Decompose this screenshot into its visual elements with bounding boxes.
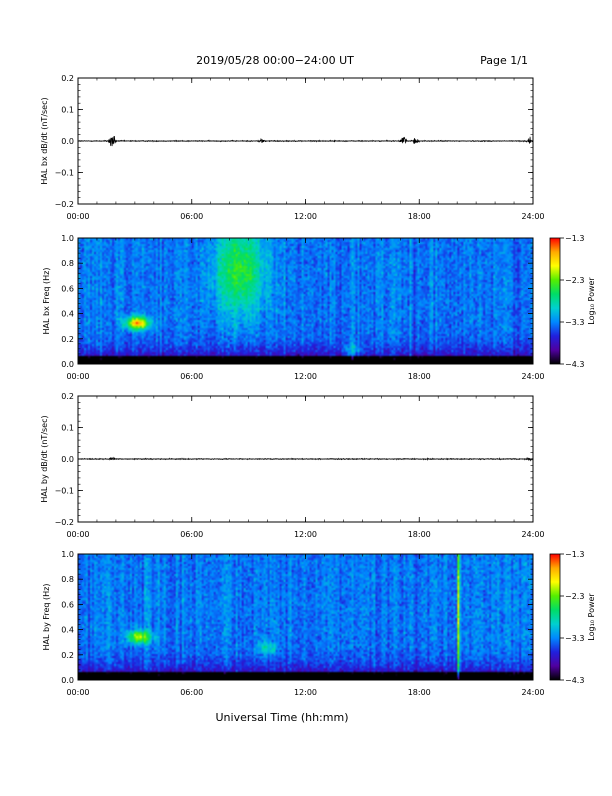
bx-spectrogram-y-ticks: 1.0 0.8 0.6 0.4 0.2 0.0	[61, 234, 533, 369]
x-tick-label: 12:00	[294, 688, 317, 697]
x-tick-label: 18:00	[408, 530, 431, 539]
by-colorbar-ticks: −1.3 −2.3 −3.3 −4.3	[560, 550, 584, 685]
colorbar-tick-label: −1.3	[565, 234, 584, 243]
x-tick-label: 06:00	[180, 372, 203, 381]
x-tick-label: 12:00	[294, 530, 317, 539]
y-tick-label: 0.0	[61, 360, 74, 369]
panel-bx-dbdt: 0.2 0.1 0.0 −0.1 −0.2 00:00 06:00 12:00 18:00 24…	[40, 74, 545, 221]
y-tick-label: −0.2	[55, 518, 74, 527]
colorbar-tick-label: −4.3	[565, 676, 584, 685]
page-number: Page 1/1	[480, 54, 528, 67]
y-tick-label: 1.0	[61, 550, 74, 559]
x-tick-label: 24:00	[521, 372, 544, 381]
panel-by-spectrogram: 1.0 0.8 0.6 0.4 0.2 0.0 00:00 06:00 12:00 18:00 2…	[42, 550, 596, 697]
x-tick-label: 00:00	[66, 372, 89, 381]
by-dbdt-y-label: HAL by dB/dt (nT/sec)	[40, 415, 49, 502]
x-tick-label: 06:00	[180, 212, 203, 221]
bx-dbdt-x-ticks: 00:00 06:00 12:00 18:00 24:00	[66, 78, 545, 221]
by-spectrogram-y-ticks: 1.0 0.8 0.6 0.4 0.2 0.0	[61, 550, 533, 685]
bx-spectrogram-image	[78, 238, 533, 364]
x-tick-label: 00:00	[66, 212, 89, 221]
x-tick-label: 06:00	[180, 688, 203, 697]
y-tick-label: 1.0	[61, 234, 74, 243]
y-tick-label: −0.1	[55, 169, 74, 178]
x-tick-label: 18:00	[408, 688, 431, 697]
y-tick-label: 0.4	[61, 626, 74, 635]
by-spectrogram-y-label: HAL by Freq (Hz)	[42, 584, 51, 651]
by-dbdt-x-ticks: 00:00 06:00 12:00 18:00 24:00	[66, 396, 545, 539]
y-tick-label: 0.6	[61, 600, 74, 609]
bx-dbdt-y-label: HAL bx dB/dt (nT/sec)	[40, 97, 49, 184]
x-tick-label: 24:00	[521, 530, 544, 539]
colorbar-tick-label: −2.3	[565, 592, 584, 601]
y-tick-label: 0.2	[61, 335, 74, 344]
bx-spectrogram-y-label: HAL bx Freq (Hz)	[42, 268, 51, 335]
by-dbdt-trace	[78, 456, 533, 462]
y-tick-label: 0.2	[61, 392, 74, 401]
x-tick-label: 12:00	[294, 212, 317, 221]
y-tick-label: 0.2	[61, 651, 74, 660]
x-tick-label: 24:00	[521, 212, 544, 221]
y-tick-label: 0.8	[61, 259, 74, 268]
bx-colorbar-label: Log₁₀ Power	[587, 277, 596, 325]
y-tick-label: 0.1	[61, 106, 74, 115]
y-tick-label: 0.0	[61, 676, 74, 685]
y-tick-label: 0.2	[61, 74, 74, 83]
x-tick-label: 24:00	[521, 688, 544, 697]
y-tick-label: −0.1	[55, 487, 74, 496]
colorbar-tick-label: −3.3	[565, 318, 584, 327]
y-tick-label: 0.6	[61, 284, 74, 293]
panel-by-dbdt: 0.2 0.1 0.0 −0.1 −0.2 00:00 06:00 12:00 18:00 24…	[40, 392, 545, 539]
x-tick-label: 00:00	[66, 688, 89, 697]
x-axis-title: Universal Time (hh:mm)	[216, 711, 349, 724]
y-tick-label: −0.2	[55, 200, 74, 209]
by-spectrogram-image	[78, 554, 533, 680]
x-tick-label: 00:00	[66, 530, 89, 539]
by-colorbar	[549, 553, 561, 681]
colorbar-tick-label: −1.3	[565, 550, 584, 559]
y-tick-label: 0.0	[61, 455, 74, 464]
bx-dbdt-trace	[78, 136, 533, 147]
colorbar-tick-label: −4.3	[565, 360, 584, 369]
by-dbdt-y-ticks: 0.2 0.1 0.0 −0.1 −0.2	[55, 392, 533, 527]
y-tick-label: 0.1	[61, 424, 74, 433]
x-tick-label: 06:00	[180, 530, 203, 539]
y-tick-label: 0.0	[61, 137, 74, 146]
colorbar-tick-label: −2.3	[565, 276, 584, 285]
bx-colorbar	[549, 237, 561, 365]
page-title: 2019/05/28 00:00−24:00 UT	[196, 54, 354, 67]
bx-spectrogram-x-ticks: 00:00 06:00 12:00 18:00 24:00	[66, 238, 545, 381]
bx-dbdt-y-ticks: 0.2 0.1 0.0 −0.1 −0.2	[55, 74, 533, 209]
bx-colorbar-ticks: −1.3 −2.3 −3.3 −4.3	[560, 234, 584, 369]
x-tick-label: 18:00	[408, 372, 431, 381]
colorbar-tick-label: −3.3	[565, 634, 584, 643]
y-tick-label: 0.8	[61, 575, 74, 584]
by-colorbar-label: Log₁₀ Power	[587, 593, 596, 641]
by-spectrogram-x-ticks: 00:00 06:00 12:00 18:00 24:00	[66, 554, 545, 697]
y-tick-label: 0.4	[61, 310, 74, 319]
x-tick-label: 18:00	[408, 212, 431, 221]
x-tick-label: 12:00	[294, 372, 317, 381]
panel-bx-spectrogram: 1.0 0.8 0.6 0.4 0.2 0.0 00:00 06:00 12:00 18:00 2…	[42, 234, 596, 381]
